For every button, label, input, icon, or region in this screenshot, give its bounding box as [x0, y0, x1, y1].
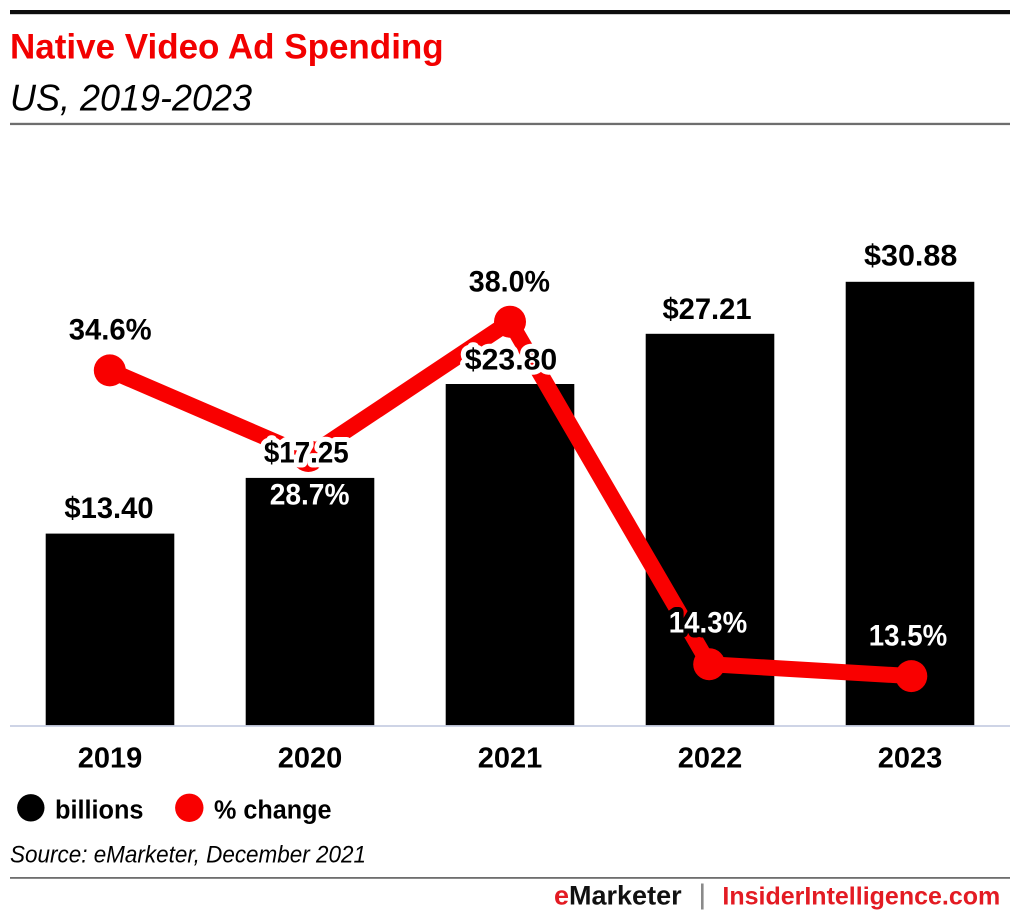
svg-text:38.0%: 38.0%	[469, 265, 550, 298]
svg-text:13.5%: 13.5%	[869, 619, 947, 652]
svg-text:14.3%: 14.3%	[669, 607, 747, 640]
svg-text:2023: 2023	[878, 742, 943, 774]
svg-text:Source: eMarketer, December 20: Source: eMarketer, December 2021	[10, 842, 366, 869]
svg-text:US, 2019-2023: US, 2019-2023	[10, 78, 252, 119]
svg-text:$17.25: $17.25	[264, 437, 349, 470]
svg-text:2022: 2022	[678, 742, 743, 774]
svg-text:34.6%: 34.6%	[69, 314, 152, 347]
svg-text:$23.80: $23.80	[465, 344, 558, 377]
svg-text:28.7%: 28.7%	[270, 479, 350, 512]
svg-text:$13.40: $13.40	[64, 492, 153, 525]
svg-text:$30.88: $30.88	[864, 240, 957, 273]
svg-text:2020: 2020	[278, 742, 343, 774]
svg-text:Native Video Ad Spending: Native Video Ad Spending	[10, 27, 444, 66]
svg-text:billions: billions	[55, 797, 144, 825]
svg-text:2019: 2019	[78, 742, 143, 774]
svg-text:InsiderIntelligence.com: InsiderIntelligence.com	[722, 883, 1000, 911]
svg-text:$27.21: $27.21	[662, 293, 751, 326]
svg-text:2021: 2021	[478, 742, 543, 774]
svg-text:% change: % change	[214, 797, 332, 825]
svg-text:eMarketer: eMarketer	[554, 881, 682, 911]
